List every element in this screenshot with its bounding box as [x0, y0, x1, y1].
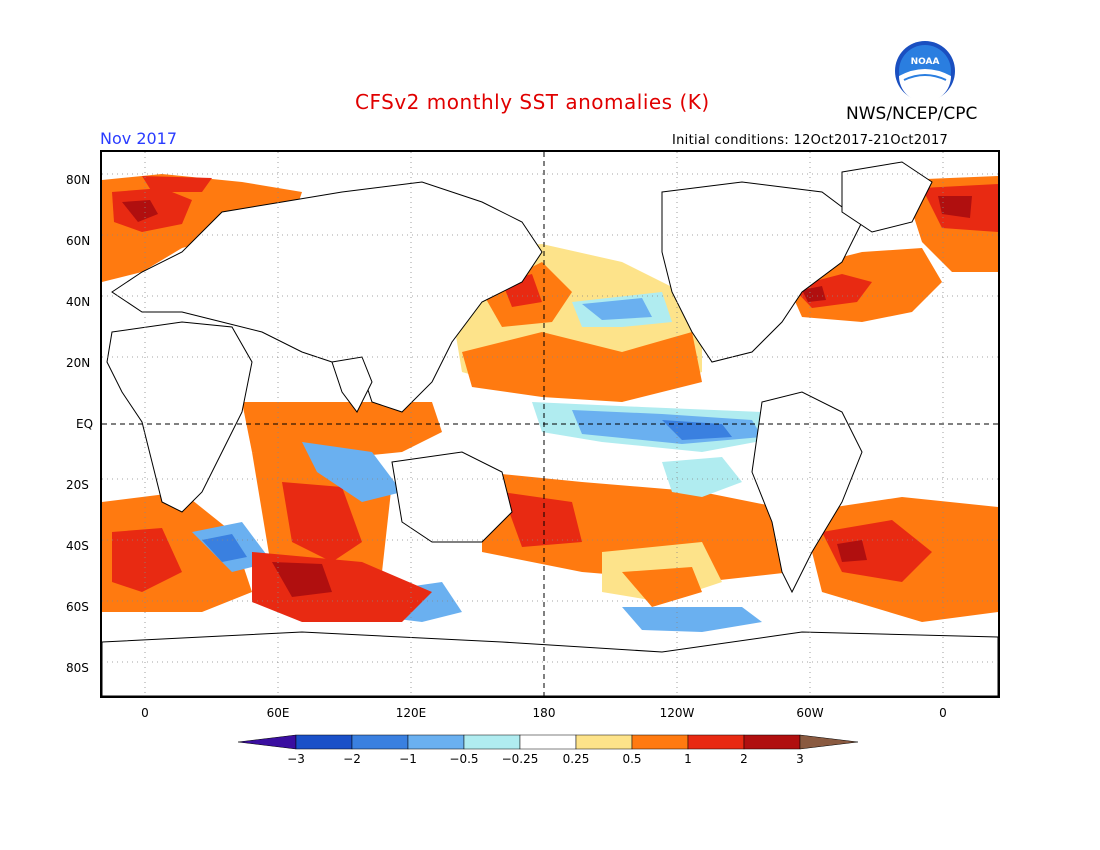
- colorbar-segment: [631, 734, 689, 750]
- noaa-logo-icon: NOAA: [894, 40, 956, 102]
- colorbar-label: −3: [287, 752, 305, 766]
- initial-conditions: Initial conditions: 12Oct2017-21Oct2017: [672, 133, 949, 148]
- continents: [102, 161, 998, 696]
- lon-label-60e: 60E: [266, 706, 290, 720]
- lat-label-20s: 20S: [66, 478, 89, 492]
- chart-title: CFSv2 monthly SST anomalies (K): [355, 90, 710, 114]
- lat-label-60s: 60S: [66, 600, 89, 614]
- reference-lines: [102, 152, 998, 696]
- sst-anomaly-map: [100, 150, 1000, 698]
- map-canvas: [102, 152, 998, 696]
- colorbar-label: −2: [343, 752, 361, 766]
- lat-label-80n: 80N: [66, 173, 91, 187]
- forecast-month: Nov 2017: [100, 129, 178, 148]
- colorbar-segment: [351, 734, 409, 750]
- colorbar-label: 3: [796, 752, 804, 766]
- lat-label-20n: 20N: [66, 356, 91, 370]
- lat-label-60n: 60N: [66, 234, 91, 248]
- colorbar-label: 0.25: [562, 752, 590, 766]
- lon-label-180: 180: [532, 706, 556, 720]
- gridlines: [102, 152, 998, 696]
- colorbar-label: −1: [399, 752, 417, 766]
- lat-label-40n: 40N: [66, 295, 91, 309]
- agency-label: NWS/NCEP/CPC: [846, 104, 978, 124]
- lon-label-120e: 120E: [395, 706, 427, 720]
- colorbar-label: 2: [740, 752, 748, 766]
- lat-label-80s: 80S: [66, 661, 89, 675]
- lon-label-0: 0: [141, 706, 149, 720]
- colorbar: [238, 734, 859, 750]
- colorbar-arrow-low: [238, 734, 297, 750]
- colorbar-label: 1: [684, 752, 692, 766]
- lat-label-eq: EQ: [76, 417, 94, 431]
- lon-label-0-east: 0: [939, 706, 947, 720]
- lon-label-120w: 120W: [659, 706, 695, 720]
- noaa-logo-text: NOAA: [911, 57, 940, 67]
- anomaly-fields: [102, 174, 998, 632]
- colorbar-label: −0.5: [449, 752, 479, 766]
- lon-label-60w: 60W: [796, 706, 824, 720]
- colorbar-arrow-high: [799, 734, 859, 750]
- colorbar-segment: [519, 734, 577, 750]
- colorbar-segment: [575, 734, 633, 750]
- lat-label-40s: 40S: [66, 539, 89, 553]
- colorbar-label: −0.25: [501, 752, 539, 766]
- colorbar-segment: [687, 734, 745, 750]
- colorbar-segment: [407, 734, 465, 750]
- colorbar-segment: [463, 734, 521, 750]
- colorbar-segment: [743, 734, 801, 750]
- colorbar-label: 0.5: [622, 752, 642, 766]
- colorbar-segment: [295, 734, 353, 750]
